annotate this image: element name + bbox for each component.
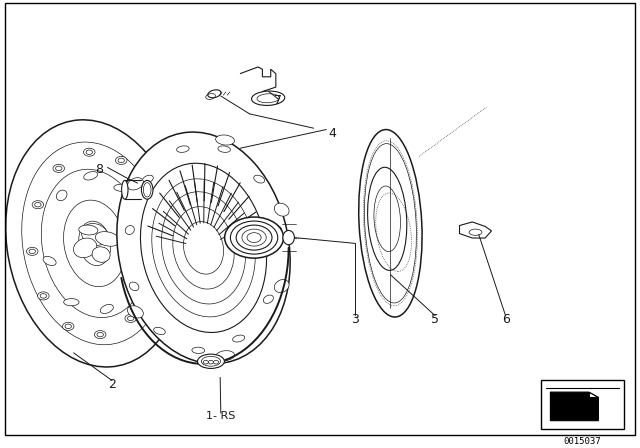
Ellipse shape <box>143 189 149 193</box>
Ellipse shape <box>129 282 139 291</box>
Text: 7: 7 <box>275 94 282 107</box>
Ellipse shape <box>117 132 290 364</box>
Ellipse shape <box>95 331 106 339</box>
Ellipse shape <box>100 304 113 314</box>
Ellipse shape <box>63 299 79 306</box>
Ellipse shape <box>63 200 126 287</box>
Ellipse shape <box>233 335 244 342</box>
Ellipse shape <box>43 256 56 266</box>
Ellipse shape <box>56 190 67 201</box>
Ellipse shape <box>118 158 124 163</box>
Ellipse shape <box>29 249 35 254</box>
Ellipse shape <box>26 247 38 255</box>
Ellipse shape <box>127 178 143 190</box>
Ellipse shape <box>216 351 234 361</box>
Ellipse shape <box>35 202 41 207</box>
Ellipse shape <box>81 224 108 246</box>
Ellipse shape <box>32 201 44 209</box>
Ellipse shape <box>275 203 289 216</box>
Ellipse shape <box>218 146 230 152</box>
Ellipse shape <box>192 347 205 353</box>
Circle shape <box>214 360 219 364</box>
Ellipse shape <box>367 167 407 271</box>
Ellipse shape <box>273 226 282 234</box>
Ellipse shape <box>56 166 62 171</box>
Text: 6: 6 <box>502 313 509 326</box>
Ellipse shape <box>83 148 95 156</box>
Text: 5: 5 <box>431 313 439 326</box>
Ellipse shape <box>364 144 417 303</box>
Ellipse shape <box>125 226 134 234</box>
Ellipse shape <box>358 129 422 317</box>
Ellipse shape <box>148 280 155 284</box>
Ellipse shape <box>65 324 72 328</box>
Ellipse shape <box>53 164 65 172</box>
Ellipse shape <box>275 280 289 293</box>
Ellipse shape <box>252 91 285 105</box>
Ellipse shape <box>38 292 49 300</box>
Ellipse shape <box>95 232 120 246</box>
Ellipse shape <box>143 175 154 183</box>
Ellipse shape <box>127 306 143 318</box>
Polygon shape <box>460 222 492 238</box>
Ellipse shape <box>216 135 234 145</box>
Ellipse shape <box>263 295 273 303</box>
Ellipse shape <box>141 181 153 199</box>
Ellipse shape <box>283 230 294 245</box>
Ellipse shape <box>114 184 129 191</box>
Ellipse shape <box>198 354 225 368</box>
Ellipse shape <box>253 175 264 183</box>
Ellipse shape <box>152 232 163 239</box>
Ellipse shape <box>177 146 189 152</box>
Ellipse shape <box>40 294 47 298</box>
Ellipse shape <box>74 238 97 258</box>
Ellipse shape <box>63 323 74 330</box>
Ellipse shape <box>154 327 165 335</box>
Text: 3: 3 <box>351 313 359 326</box>
Ellipse shape <box>42 169 148 318</box>
Ellipse shape <box>79 225 98 235</box>
Ellipse shape <box>132 267 142 277</box>
Text: 8: 8 <box>95 163 103 176</box>
Polygon shape <box>550 392 598 421</box>
Polygon shape <box>589 392 598 397</box>
Ellipse shape <box>115 156 127 164</box>
Ellipse shape <box>154 233 161 237</box>
Text: 0015037: 0015037 <box>564 437 601 446</box>
Ellipse shape <box>125 314 136 323</box>
Circle shape <box>204 360 209 364</box>
Ellipse shape <box>127 316 134 321</box>
Ellipse shape <box>84 172 97 180</box>
Ellipse shape <box>140 187 152 195</box>
Ellipse shape <box>86 150 92 155</box>
Ellipse shape <box>97 332 104 337</box>
Text: 1- RS: 1- RS <box>206 411 236 421</box>
Ellipse shape <box>133 221 147 230</box>
Ellipse shape <box>22 142 168 345</box>
Ellipse shape <box>79 221 111 266</box>
Ellipse shape <box>92 247 110 263</box>
Text: 4: 4 <box>329 128 337 141</box>
Circle shape <box>209 360 214 364</box>
Ellipse shape <box>122 181 128 199</box>
Ellipse shape <box>146 278 157 286</box>
Ellipse shape <box>140 163 267 332</box>
Ellipse shape <box>208 90 221 98</box>
Bar <box>541 379 624 429</box>
Ellipse shape <box>225 217 284 258</box>
Text: 2: 2 <box>108 378 116 391</box>
Ellipse shape <box>6 120 184 367</box>
